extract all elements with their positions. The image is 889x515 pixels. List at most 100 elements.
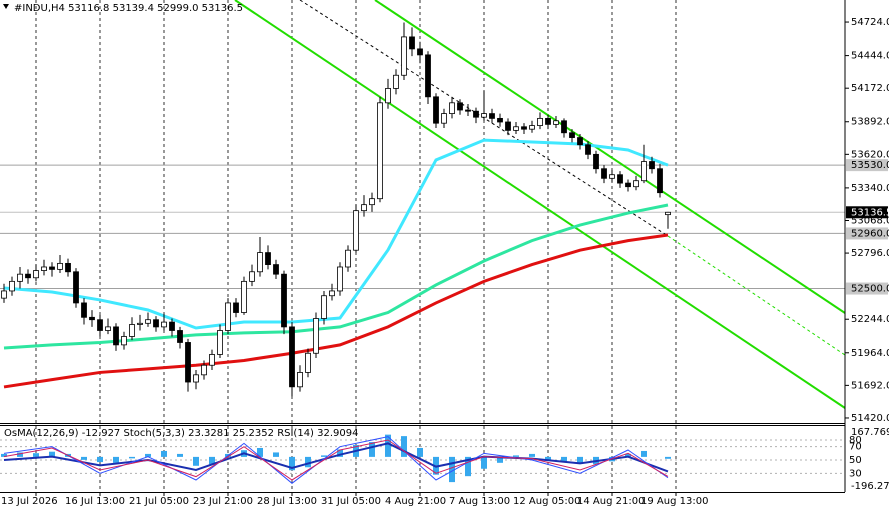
- candle-body: [89, 316, 95, 321]
- y-tick-label: 53068.0: [851, 215, 889, 226]
- candle-body: [353, 210, 359, 251]
- x-tick-label: 16 Jul 13:00: [65, 496, 125, 507]
- indicator-title: OsMA(12,26,9) -12.927 Stoch(5,3,3) 23.32…: [4, 428, 359, 439]
- candle-body: [641, 161, 647, 182]
- channel-line: [374, 0, 846, 314]
- y-tick-label: 54172.0: [851, 83, 889, 94]
- candle-body: [25, 273, 31, 279]
- y-tick-label: 53892.0: [851, 117, 889, 128]
- osma-bar: [529, 453, 535, 457]
- level-label-box: [846, 282, 888, 295]
- candle-body: [65, 262, 71, 273]
- moving-average: [3, 233, 669, 389]
- osma-bar: [481, 456, 487, 469]
- osma-tick-label: 167.769: [851, 427, 889, 438]
- candle-body: [425, 54, 431, 98]
- channel-line: [234, 0, 846, 409]
- candle-body: [193, 374, 199, 383]
- osma-tick-label: -196.272: [851, 481, 889, 492]
- x-tick-label: 14 Aug 21:00: [577, 496, 644, 507]
- oscillator-tick-label: 30: [849, 468, 862, 479]
- level-label-box: [846, 227, 888, 240]
- candle-body: [473, 110, 479, 118]
- candle-body: [377, 102, 383, 200]
- y-tick-label: 52244.0: [851, 314, 889, 325]
- osma-bar: [417, 447, 423, 457]
- candle-body: [489, 113, 495, 119]
- osma-bar: [17, 452, 23, 457]
- osma-bar: [321, 455, 327, 457]
- candle-body: [281, 273, 287, 328]
- candle-body: [665, 211, 671, 216]
- oscillator-line: [3, 436, 669, 484]
- candle-body: [345, 249, 351, 268]
- osma-bar: [449, 456, 455, 483]
- candle-body: [545, 117, 551, 125]
- candle-body: [145, 319, 151, 324]
- x-tick-label: 31 Jul 05:00: [321, 496, 381, 507]
- candle-body: [121, 336, 127, 346]
- level-label-box: [846, 159, 888, 172]
- candle-body: [241, 280, 247, 313]
- candle-body: [561, 120, 567, 134]
- candle-body: [657, 168, 663, 194]
- y-tick-label: 52796.0: [851, 248, 889, 259]
- candle-body: [177, 330, 183, 343]
- osma-bar: [33, 453, 39, 457]
- osma-bar: [129, 456, 135, 459]
- oscillator-tick-label: 50: [849, 455, 862, 466]
- y-tick-label: 54444.0: [851, 51, 889, 62]
- candle-body: [521, 126, 527, 130]
- candle-body: [529, 125, 535, 130]
- osma-bar: [209, 456, 215, 465]
- candle-body: [369, 198, 375, 206]
- candle-body: [249, 271, 255, 282]
- candle-body: [537, 117, 543, 126]
- marks-layer: [1, 22, 671, 484]
- candle-body: [465, 109, 471, 112]
- candle-body: [513, 126, 519, 131]
- osma-bar: [401, 436, 407, 457]
- osma-bar: [257, 447, 263, 457]
- candle-body: [329, 290, 335, 297]
- candle-body: [401, 36, 407, 76]
- candle-body: [577, 137, 583, 146]
- candle-body: [601, 168, 607, 179]
- osma-bar: [337, 449, 343, 457]
- candle-body: [553, 120, 559, 125]
- oscillator-line: [3, 439, 669, 481]
- level-label: 53530.0: [851, 160, 889, 171]
- candle-body: [385, 88, 391, 104]
- osma-bar: [177, 453, 183, 457]
- osma-bar: [665, 456, 671, 459]
- y-tick-label: 53620.0: [851, 149, 889, 160]
- x-tick-label: 19 Aug 13:00: [641, 496, 708, 507]
- candle-body: [337, 266, 343, 292]
- osma-bar: [193, 456, 199, 466]
- candle-body: [41, 266, 47, 271]
- candle-body: [481, 113, 487, 118]
- candle-body: [457, 102, 463, 111]
- candle-body: [57, 262, 63, 270]
- candle-body: [441, 113, 447, 124]
- x-tick-label: 12 Aug 05:00: [513, 496, 580, 507]
- candle-body: [49, 266, 55, 270]
- menu-icon: [3, 4, 9, 9]
- candle-body: [81, 302, 87, 318]
- level-label: 52500.0: [851, 284, 889, 295]
- osma-bar: [577, 456, 583, 463]
- candle-body: [409, 36, 415, 50]
- osma-bar: [81, 456, 87, 460]
- candle-body: [625, 182, 631, 188]
- candle-body: [17, 273, 23, 282]
- candle-body: [33, 270, 39, 279]
- candle-body: [305, 352, 311, 373]
- candle-body: [505, 121, 511, 131]
- candle-body: [297, 372, 303, 388]
- current-price-box: [846, 206, 888, 219]
- y-tick-label: 54724.0: [851, 17, 889, 28]
- candle-body: [169, 321, 175, 331]
- candle-body: [321, 295, 327, 319]
- osma-bar: [465, 456, 471, 477]
